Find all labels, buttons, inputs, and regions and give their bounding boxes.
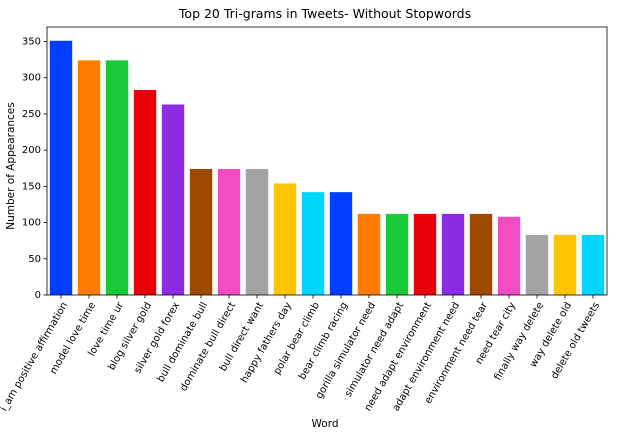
bar-1 (49, 40, 73, 295)
bar-5 (161, 104, 185, 295)
bar-10 (301, 192, 325, 295)
bar-7 (217, 168, 241, 295)
bar-20 (581, 234, 605, 295)
chart-title: Top 20 Tri-grams in Tweets- Without Stop… (178, 6, 471, 21)
y-tick-label: 250 (22, 109, 41, 120)
plot-frame (46, 26, 608, 296)
bar-9 (273, 183, 297, 295)
bar-13 (385, 213, 409, 295)
x-tick-label: bull dominate bull (155, 301, 210, 385)
y-tick-label: 300 (22, 73, 41, 84)
y-tick-label: 100 (22, 218, 41, 229)
y-tick-label: 50 (28, 254, 41, 265)
bar-18 (525, 234, 549, 295)
x-axis-label: Word (312, 418, 339, 430)
bar-16 (469, 213, 493, 295)
bar-4 (133, 90, 157, 296)
y-tick-label: 350 (22, 36, 41, 47)
bar-6 (189, 168, 213, 295)
bar-11 (329, 192, 353, 295)
bar-3 (105, 60, 129, 295)
bar-8 (245, 168, 269, 295)
bar-12 (357, 213, 381, 295)
y-tick-label: 200 (22, 145, 41, 156)
bar-15 (441, 213, 465, 295)
bar-14 (413, 213, 437, 295)
x-tick-label: happy fathers day (239, 300, 294, 385)
bar-19 (553, 234, 577, 295)
bars-group (49, 40, 605, 296)
bar-2 (77, 60, 101, 295)
bar-17 (497, 216, 521, 295)
y-tick-label: 150 (22, 181, 41, 192)
y-axis-ticks: 0 50 100 150 200 250 300 350 (22, 36, 47, 301)
y-tick-label: 0 (35, 290, 41, 301)
y-axis-label: Number of Appearances (5, 102, 17, 230)
